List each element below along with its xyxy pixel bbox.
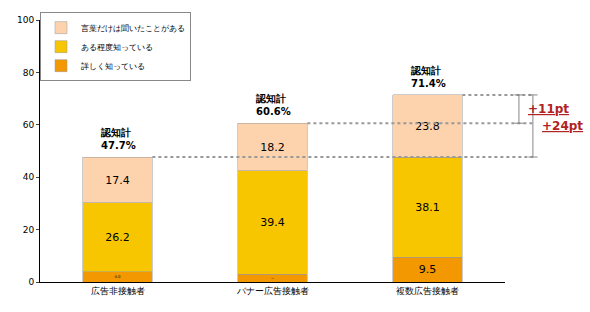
svg-text:100: 100: [17, 15, 34, 25]
svg-text:認知計47.7%: 認知計47.7%: [100, 127, 136, 151]
svg-text:20: 20: [23, 225, 35, 235]
svg-text:+11pt: +11pt: [528, 102, 569, 116]
svg-text:言葉だけは聞いたことがある: 言葉だけは聞いたことがある: [81, 24, 185, 33]
svg-text:9.5: 9.5: [419, 263, 437, 276]
svg-text:60: 60: [23, 120, 35, 130]
svg-text:3.0: 3.0: [271, 277, 274, 280]
svg-text:バナー広告接触者: バナー広告接触者: [236, 286, 309, 296]
svg-text:詳しく知っている: 詳しく知っている: [81, 62, 145, 71]
svg-text:80: 80: [23, 68, 35, 78]
svg-text:複数広告接触者: 複数広告接触者: [396, 286, 459, 296]
svg-text:26.2: 26.2: [105, 231, 130, 244]
svg-text:18.2: 18.2: [260, 141, 285, 154]
svg-text:ある程度知っている: ある程度知っている: [81, 43, 153, 52]
svg-text:23.8: 23.8: [415, 120, 440, 133]
svg-text:39.4: 39.4: [260, 216, 285, 229]
svg-text:4.0: 4.0: [114, 274, 121, 279]
svg-text:認知計60.6%: 認知計60.6%: [255, 93, 291, 117]
svg-text:認知計71.4%: 認知計71.4%: [410, 65, 446, 89]
svg-text:広告非接触者: 広告非接触者: [91, 286, 145, 296]
svg-text:0: 0: [28, 277, 34, 287]
svg-text:38.1: 38.1: [415, 201, 440, 214]
svg-text:40: 40: [23, 172, 35, 182]
svg-text:17.4: 17.4: [105, 174, 130, 187]
svg-text:+24pt: +24pt: [542, 119, 583, 133]
